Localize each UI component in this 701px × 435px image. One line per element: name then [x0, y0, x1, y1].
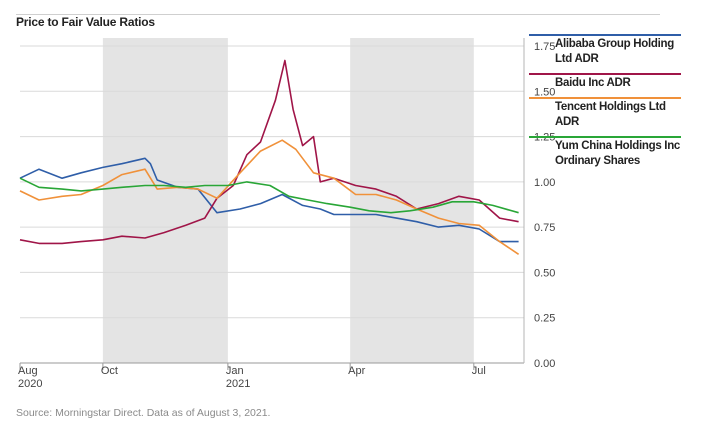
- x-tick-label: Jul: [472, 365, 486, 377]
- y-tick-label: 1.00: [534, 177, 555, 189]
- legend-swatch: [529, 73, 681, 75]
- chart-legend: Alibaba Group Holding Ltd ADR Baidu Inc A…: [529, 34, 681, 175]
- legend-item: Baidu Inc ADR: [529, 73, 681, 97]
- y-tick-label: 0.25: [534, 313, 555, 325]
- x-tick-year-label: 2020: [18, 378, 42, 390]
- x-tick-label: Oct: [101, 365, 118, 377]
- legend-label: Alibaba Group Holding Ltd ADR: [555, 38, 674, 65]
- x-tick-label: Apr: [348, 365, 365, 377]
- x-tick-label: Jan: [226, 365, 244, 377]
- legend-swatch: [529, 136, 681, 138]
- source-note: Source: Morningstar Direct. Data as of A…: [16, 407, 271, 419]
- x-tick-year-label: 2021: [226, 378, 250, 390]
- legend-item: Tencent Holdings Ltd ADR: [529, 97, 681, 136]
- series-line-2: [19, 139, 520, 255]
- legend-label: Tencent Holdings Ltd ADR: [555, 101, 666, 128]
- legend-swatch: [529, 34, 681, 36]
- x-tick-label: Aug: [18, 365, 38, 377]
- y-tick-label: 0.75: [534, 222, 555, 234]
- legend-label: Baidu Inc ADR: [555, 77, 631, 89]
- y-tick-label: 1.50: [534, 86, 555, 98]
- shaded-band-1: [350, 38, 474, 363]
- y-tick-label: 0.00: [534, 358, 555, 370]
- y-tick-label: 1.75: [534, 41, 555, 53]
- title-rule: [16, 14, 660, 15]
- shaded-band-0: [102, 38, 228, 363]
- legend-swatch: [529, 97, 681, 99]
- legend-item: Yum China Holdings Inc Ordinary Shares: [529, 136, 681, 175]
- y-tick-label: 0.50: [534, 267, 555, 279]
- series-line-3: [19, 177, 519, 214]
- chart-title: Price to Fair Value Ratios: [16, 15, 155, 29]
- legend-label: Yum China Holdings Inc Ordinary Shares: [555, 140, 681, 167]
- series-line-1: [19, 59, 519, 245]
- legend-item: Alibaba Group Holding Ltd ADR: [529, 34, 681, 73]
- series-line-0: [19, 157, 519, 243]
